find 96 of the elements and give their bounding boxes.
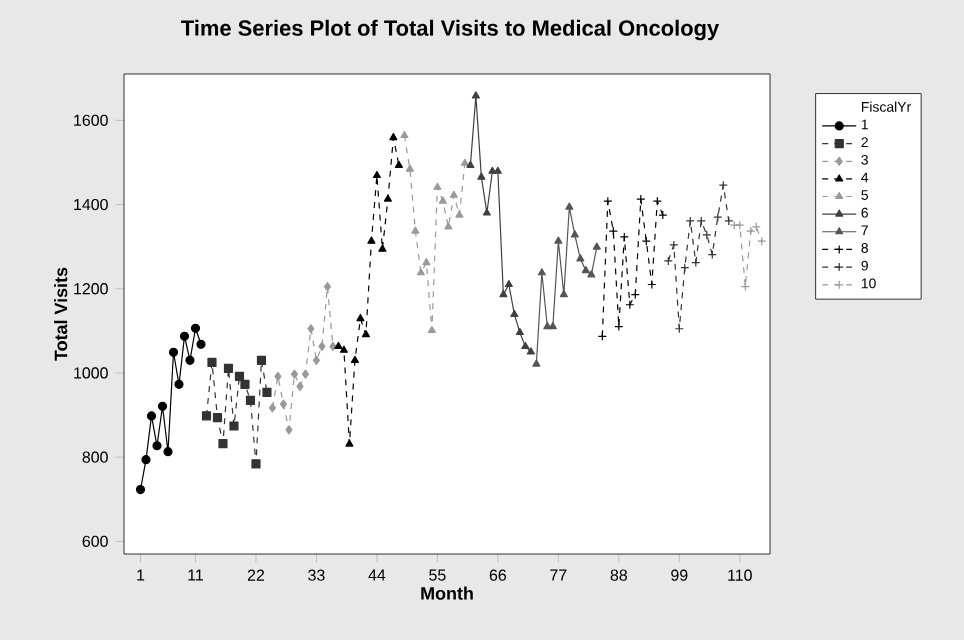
point [234, 371, 245, 381]
point [372, 170, 381, 179]
point [251, 459, 261, 469]
point [229, 421, 239, 431]
point [323, 282, 332, 292]
point [285, 425, 293, 435]
point [455, 210, 464, 218]
point [345, 439, 354, 447]
point [256, 355, 267, 365]
point [449, 190, 458, 198]
point [383, 194, 392, 202]
point [168, 347, 179, 357]
point [433, 182, 442, 190]
point [262, 387, 272, 397]
point [565, 202, 574, 210]
point [329, 341, 337, 352]
point [394, 160, 403, 168]
point [663, 256, 673, 266]
point [581, 266, 590, 274]
point [438, 196, 447, 204]
point [411, 226, 420, 234]
point [658, 210, 668, 220]
point [466, 160, 475, 168]
point [619, 232, 629, 242]
point [416, 268, 425, 276]
point [499, 290, 508, 298]
point [350, 355, 359, 363]
point [207, 357, 217, 368]
point [334, 341, 343, 350]
point [548, 322, 557, 330]
point [163, 447, 173, 457]
point [361, 330, 370, 338]
point [608, 226, 618, 236]
point [157, 401, 168, 411]
point [274, 371, 282, 381]
point [532, 359, 541, 367]
point [268, 403, 277, 413]
point [201, 411, 212, 421]
point [537, 268, 546, 276]
point [245, 395, 256, 405]
x-axis-title: Month [421, 586, 473, 600]
point [179, 331, 190, 341]
point [576, 254, 585, 262]
point [400, 130, 409, 139]
point [190, 323, 201, 333]
point [307, 324, 315, 334]
point [521, 341, 530, 350]
point [477, 172, 486, 180]
point [587, 270, 596, 278]
point [279, 399, 288, 409]
chart-title: Time Series Plot of Total Visits to Medical Oncology [181, 19, 720, 41]
y-axis-title: Total Visits [54, 267, 68, 361]
point [460, 158, 469, 166]
point [152, 441, 162, 451]
point [669, 240, 679, 250]
point [146, 411, 157, 421]
point [312, 355, 321, 365]
point [570, 230, 579, 238]
point [471, 91, 480, 99]
point [696, 216, 706, 226]
point [685, 216, 695, 226]
point [218, 439, 228, 449]
point [196, 339, 206, 349]
point [339, 345, 348, 353]
point [296, 381, 304, 392]
point [389, 132, 398, 141]
point [526, 347, 535, 355]
point [223, 363, 234, 373]
point [135, 484, 146, 495]
point [482, 208, 491, 216]
point [174, 379, 184, 389]
point [367, 236, 376, 244]
point [504, 279, 513, 288]
point [185, 355, 195, 365]
point [444, 222, 453, 230]
point [301, 369, 310, 379]
point [290, 369, 299, 379]
point [422, 258, 431, 266]
point [427, 325, 436, 334]
point [559, 290, 568, 298]
point [510, 309, 519, 318]
point [636, 194, 646, 204]
point [592, 242, 601, 250]
point [515, 327, 524, 336]
point [488, 166, 497, 174]
point [554, 236, 563, 244]
point [724, 216, 734, 226]
point [493, 166, 502, 174]
point [240, 379, 250, 389]
point [212, 412, 223, 423]
point [746, 226, 756, 236]
point [141, 455, 151, 465]
point [405, 164, 414, 172]
point [318, 341, 326, 352]
point [378, 244, 387, 252]
point [356, 314, 365, 322]
